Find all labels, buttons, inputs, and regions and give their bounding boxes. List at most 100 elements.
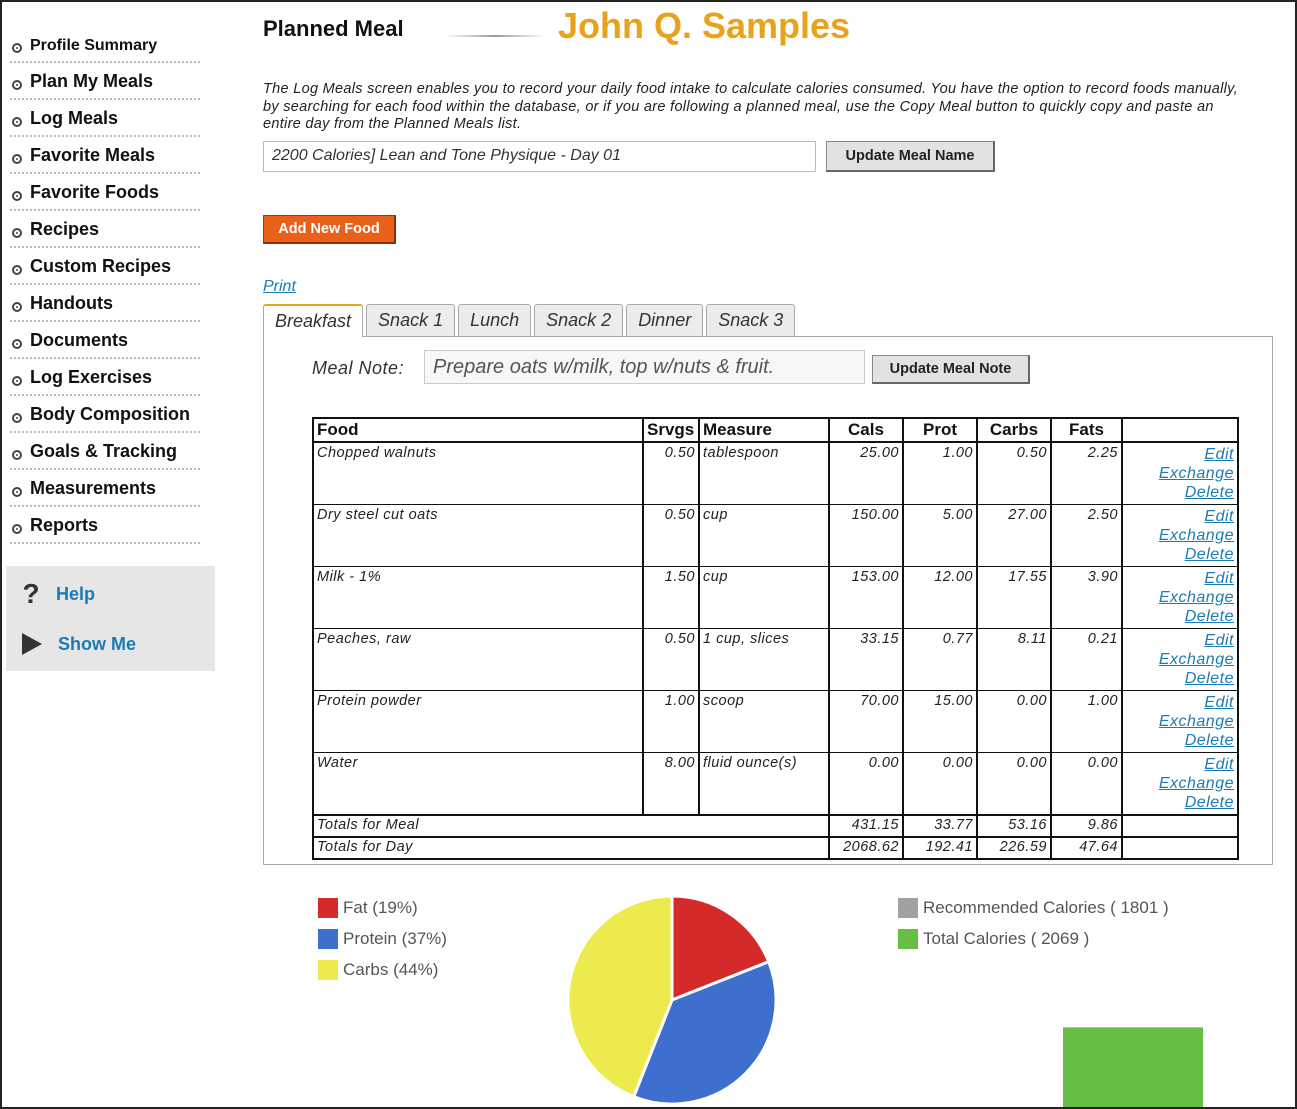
sidebar-item-body-composition[interactable]: Body Composition	[10, 396, 200, 433]
edit-link[interactable]: Edit	[1204, 446, 1234, 463]
exchange-link[interactable]: Exchange	[1158, 775, 1234, 792]
sidebar-item-label: Log Exercises	[30, 367, 153, 387]
carbs-swatch	[318, 960, 338, 980]
tab-snack-3[interactable]: Snack 3	[706, 304, 796, 336]
page-title: Planned Meal	[263, 16, 404, 41]
bullet-icon	[12, 487, 22, 497]
row-actions: Edit Exchange Delete	[1121, 628, 1239, 691]
sidebar-item-label: Plan My Meals	[30, 71, 154, 91]
cell-cals: 25.00	[828, 441, 904, 505]
cell-prot: 5.00	[902, 504, 978, 567]
header-cals: Cals	[828, 417, 904, 443]
cell-fats: 2.50	[1050, 504, 1123, 567]
delete-link[interactable]: Delete	[1184, 670, 1234, 687]
print-link[interactable]: Print	[263, 278, 296, 295]
sidebar-item-recipes[interactable]: Recipes	[10, 211, 200, 248]
delete-link[interactable]: Delete	[1184, 546, 1234, 563]
help-panel: ? Help Show Me	[6, 566, 215, 671]
meal-note-label: Meal Note:	[312, 358, 405, 378]
sidebar-item-favorite-foods[interactable]: Favorite Foods	[10, 174, 200, 211]
cell-cals: 0.00	[828, 752, 904, 816]
legend-fat-label: Fat (19%)	[343, 898, 418, 917]
sidebar-item-documents[interactable]: Documents	[10, 322, 200, 359]
delete-link[interactable]: Delete	[1184, 608, 1234, 625]
cell-prot: 12.00	[902, 566, 978, 629]
tab-snack-2[interactable]: Snack 2	[534, 304, 624, 336]
edit-link[interactable]: Edit	[1204, 632, 1234, 649]
sidebar-item-label: Goals & Tracking	[30, 441, 178, 461]
sidebar-item-measurements[interactable]: Measurements	[10, 470, 200, 507]
tab-dinner[interactable]: Dinner	[626, 304, 704, 336]
total-cals: 2068.62	[828, 836, 904, 860]
sidebar-item-goals-tracking[interactable]: Goals & Tracking	[10, 433, 200, 470]
cell-carbs: 27.00	[976, 504, 1052, 567]
delete-link[interactable]: Delete	[1184, 732, 1234, 749]
cell-cals: 150.00	[828, 504, 904, 567]
cell-prot: 0.00	[902, 752, 978, 816]
edit-link[interactable]: Edit	[1204, 694, 1234, 711]
fat-swatch	[318, 898, 338, 918]
sidebar-item-log-exercises[interactable]: Log Exercises	[10, 359, 200, 396]
sidebar-item-plan-my-meals[interactable]: Plan My Meals	[10, 63, 200, 100]
cell-carbs: 8.11	[976, 628, 1052, 691]
total-swatch	[898, 929, 918, 949]
help-label: Help	[56, 583, 96, 604]
update-meal-name-button[interactable]: Update Meal Name	[826, 141, 995, 172]
header-carbs: Carbs	[976, 417, 1052, 443]
tab-lunch[interactable]: Lunch	[458, 304, 532, 336]
sidebar-item-log-meals[interactable]: Log Meals	[10, 100, 200, 137]
cell-carbs: 17.55	[976, 566, 1052, 629]
cell-fats: 3.90	[1050, 566, 1123, 629]
bullet-icon	[12, 265, 22, 275]
bullet-icon	[12, 376, 22, 386]
meal-name-input[interactable]: 2200 Calories] Lean and Tone Physique - …	[263, 141, 816, 172]
cell-measure: 1 cup, slices	[698, 628, 830, 691]
exchange-link[interactable]: Exchange	[1158, 465, 1234, 482]
sidebar-item-label: Custom Recipes	[30, 256, 172, 276]
total-carbs: 226.59	[976, 836, 1052, 860]
edit-link[interactable]: Edit	[1204, 756, 1234, 773]
legend-protein: Protein (37%)	[318, 929, 447, 949]
sidebar-item-reports[interactable]: Reports	[10, 507, 200, 544]
cell-carbs: 0.00	[976, 752, 1052, 816]
total-fats: 9.86	[1050, 814, 1123, 838]
sidebar-item-label: Log Meals	[30, 108, 119, 128]
exchange-link[interactable]: Exchange	[1158, 713, 1234, 730]
bullet-icon	[12, 302, 22, 312]
exchange-link[interactable]: Exchange	[1158, 651, 1234, 668]
protein-swatch	[318, 929, 338, 949]
add-new-food-button[interactable]: Add New Food	[263, 215, 396, 244]
sidebar-item-label: Body Composition	[30, 404, 190, 424]
tab-breakfast[interactable]: Breakfast	[263, 304, 364, 337]
tab-snack-1[interactable]: Snack 1	[366, 304, 456, 336]
meal-panel	[263, 336, 1273, 865]
delete-link[interactable]: Delete	[1184, 484, 1234, 501]
delete-link[interactable]: Delete	[1184, 794, 1234, 811]
cell-food: Chopped walnuts	[312, 441, 644, 505]
table-row: Milk - 1% 1.50 cup 153.00 12.00 17.55 3.90 Edit…	[312, 566, 1239, 629]
sidebar-item-handouts[interactable]: Handouts	[10, 285, 200, 322]
sidebar-item-favorite-meals[interactable]: Favorite Meals	[10, 137, 200, 174]
bullet-icon	[12, 339, 22, 349]
meal-note-input[interactable]: Prepare oats w/milk, top w/nuts & fruit.	[424, 350, 865, 384]
bar-total-calories	[1063, 1027, 1203, 1107]
help-link[interactable]: ? Help	[20, 578, 95, 610]
table-header-row: Food Srvgs Measure Cals Prot Carbs Fats	[312, 417, 1239, 443]
play-icon	[22, 633, 42, 655]
macro-pie-chart	[566, 894, 778, 1106]
total-carbs: 53.16	[976, 814, 1052, 838]
edit-link[interactable]: Edit	[1204, 508, 1234, 525]
show-me-link[interactable]: Show Me	[20, 633, 136, 655]
sidebar-item-label: Recipes	[30, 219, 100, 239]
cell-prot: 0.77	[902, 628, 978, 691]
edit-link[interactable]: Edit	[1204, 570, 1234, 587]
total-cals: 431.15	[828, 814, 904, 838]
cell-prot: 15.00	[902, 690, 978, 753]
exchange-link[interactable]: Exchange	[1158, 527, 1234, 544]
sidebar-item-profile-summary[interactable]: Profile Summary	[10, 36, 200, 63]
update-meal-note-button[interactable]: Update Meal Note	[872, 355, 1030, 384]
exchange-link[interactable]: Exchange	[1158, 589, 1234, 606]
sidebar-item-custom-recipes[interactable]: Custom Recipes	[10, 248, 200, 285]
cell-carbs: 0.00	[976, 690, 1052, 753]
cell-srvgs: 1.50	[642, 566, 700, 629]
